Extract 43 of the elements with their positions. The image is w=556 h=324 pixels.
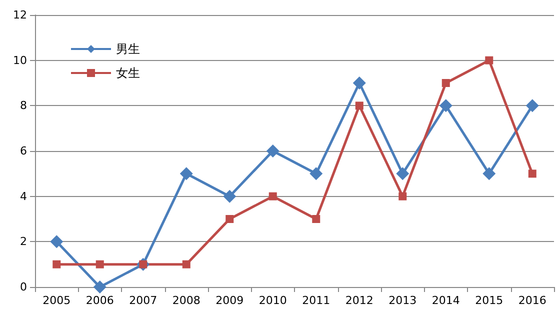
point (96, 260, 104, 268)
point (312, 215, 320, 223)
x-tick-label: 2016 (518, 294, 546, 307)
point (396, 167, 410, 180)
point (93, 280, 106, 294)
x-tick-label: 2009 (216, 294, 244, 307)
point (439, 99, 452, 112)
point (398, 192, 407, 200)
x-tick-label: 2005 (42, 294, 71, 307)
x-tick-label: 2007 (129, 294, 158, 307)
x-tick-label: 2012 (345, 294, 374, 307)
point (528, 170, 536, 178)
legend-label: 女生 (116, 66, 140, 80)
x-tick-label: 2013 (388, 294, 417, 307)
point (180, 167, 193, 180)
point (482, 167, 496, 180)
point (223, 190, 236, 203)
point (310, 167, 323, 180)
y-tick-label: 10 (13, 54, 27, 67)
point (442, 79, 450, 87)
x-tick-label: 2015 (475, 294, 504, 307)
y-tick-label: 12 (13, 8, 27, 22)
point (485, 56, 494, 64)
point (52, 260, 61, 268)
point (226, 215, 234, 223)
point (50, 235, 64, 248)
point (268, 192, 277, 200)
x-tick-label: 2008 (172, 294, 200, 307)
y-tick-label: 6 (20, 144, 27, 158)
legend-label: 男生 (116, 42, 140, 56)
y-tick-label: 2 (20, 235, 27, 248)
point (355, 102, 364, 110)
point (182, 260, 190, 268)
y-tick-label: 8 (20, 99, 27, 112)
y-tick-label: 0 (20, 280, 27, 294)
x-tick-label: 2006 (86, 294, 114, 307)
x-tick-label: 2014 (432, 294, 460, 307)
y-tick-label: 4 (20, 190, 27, 203)
x-tick-label: 2010 (258, 294, 287, 307)
point (266, 144, 280, 158)
x-tick-label: 2011 (302, 294, 330, 307)
point (526, 99, 539, 112)
point (352, 76, 366, 90)
